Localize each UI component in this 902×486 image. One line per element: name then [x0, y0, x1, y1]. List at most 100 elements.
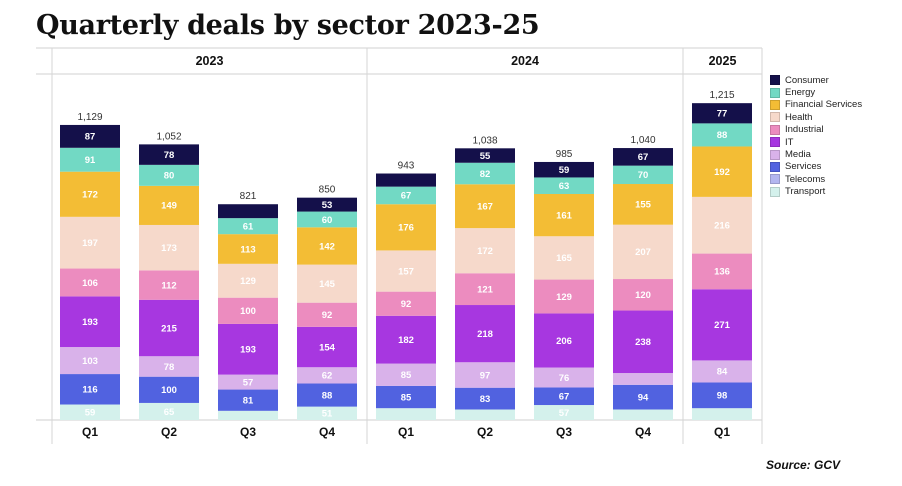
data-label: 215 — [161, 323, 178, 334]
bar-segment-it — [534, 313, 594, 368]
x-tick-label: Q4 — [635, 425, 651, 439]
bar-segment-services — [692, 382, 752, 409]
bar-segment-transport — [692, 408, 752, 420]
bar-segment-services — [534, 387, 594, 406]
legend: Consumer Energy Financial Services Health In… — [770, 74, 862, 198]
data-label: 206 — [556, 336, 572, 347]
bar-segment-industrial — [455, 273, 515, 306]
legend-label: Transport — [785, 186, 826, 198]
bar-segment-industrial — [376, 291, 436, 316]
data-label: 97 — [480, 370, 491, 381]
bar-segment-transport — [534, 405, 594, 420]
bar-segment-health — [534, 236, 594, 280]
data-label: 157 — [398, 266, 414, 277]
bar-segment-it — [218, 323, 278, 375]
data-label: 167 — [477, 201, 493, 212]
bar-segment-financial-services — [139, 185, 199, 225]
data-label: 67 — [559, 392, 570, 403]
data-label: 106 — [82, 278, 98, 289]
bar-segment-energy — [455, 162, 515, 185]
data-label: 129 — [240, 276, 256, 287]
data-label: 59 — [85, 408, 96, 419]
data-label: 192 — [714, 167, 730, 178]
bar-segment-health — [613, 224, 673, 280]
bar-segment-transport — [455, 409, 515, 420]
x-tick-label: Q1 — [398, 425, 414, 439]
bar-segment-media — [218, 374, 278, 390]
data-label: 85 — [401, 392, 412, 403]
bar-segment-it — [692, 289, 752, 361]
legend-item: Health — [770, 111, 862, 123]
bar-segment-financial-services — [613, 184, 673, 225]
bar-segment-media — [139, 356, 199, 377]
bar-segment-financial-services — [60, 171, 120, 217]
bar-segment-energy — [692, 123, 752, 147]
bar-segment-energy — [297, 211, 357, 228]
data-label: 193 — [240, 345, 256, 356]
bar-segment-it — [613, 310, 673, 374]
bar-segment-industrial — [139, 270, 199, 300]
bar-segment-it — [60, 296, 120, 348]
bar-segment-services — [455, 387, 515, 410]
bar-segment-financial-services — [297, 227, 357, 265]
x-tick-label: Q1 — [82, 425, 98, 439]
bar-segment-consumer — [455, 148, 515, 163]
data-label: 155 — [635, 200, 652, 211]
data-label: 145 — [319, 279, 336, 290]
legend-label: IT — [785, 136, 794, 148]
legend-swatch — [770, 99, 780, 110]
data-label: 172 — [477, 246, 493, 257]
bar-segment-consumer — [613, 148, 673, 166]
bar-segment-energy — [613, 165, 673, 185]
data-label: 77 — [717, 109, 728, 120]
data-label: 53 — [322, 200, 333, 211]
data-label: 129 — [556, 292, 572, 303]
bar-total-label: 850 — [319, 185, 336, 196]
data-label: 82 — [480, 169, 491, 180]
year-header: 2023 — [196, 54, 224, 68]
legend-label: Telecoms — [785, 173, 826, 185]
data-label: 65 — [164, 407, 175, 418]
bar-segment-financial-services — [218, 234, 278, 264]
data-label: 59 — [559, 165, 570, 176]
bar-segment-health — [60, 216, 120, 269]
bar-total-label: 1,040 — [630, 135, 655, 146]
bar-segment-transport — [613, 409, 673, 420]
bar-segment-financial-services — [692, 146, 752, 197]
legend-item: Consumer — [770, 74, 862, 86]
bar-segment-health — [455, 228, 515, 274]
x-tick-label: Q2 — [477, 425, 493, 439]
data-label: 207 — [635, 247, 651, 258]
data-label: 103 — [82, 356, 98, 367]
legend-item: Energy — [770, 86, 862, 98]
data-label: 193 — [82, 317, 98, 328]
data-label: 100 — [240, 306, 256, 317]
bar-total-label: 1,129 — [77, 112, 102, 123]
legend-swatch — [770, 112, 780, 123]
data-label: 78 — [164, 150, 175, 161]
data-label: 121 — [477, 284, 494, 295]
legend-label: Energy — [785, 87, 816, 99]
bar-segment-consumer — [692, 103, 752, 124]
bar-segment-media — [60, 347, 120, 375]
data-label: 94 — [638, 392, 649, 403]
bar-segment-industrial — [692, 253, 752, 290]
bar-segment-financial-services — [455, 184, 515, 229]
bar-segment-services — [613, 384, 673, 410]
bar-segment-it — [297, 326, 357, 368]
legend-label: Industrial — [785, 124, 824, 136]
legend-swatch — [770, 174, 780, 185]
bar-segment-media — [455, 362, 515, 388]
data-label: 165 — [556, 253, 573, 264]
bar-segment-consumer — [376, 173, 436, 187]
data-label: 113 — [240, 244, 255, 255]
data-label: 67 — [638, 152, 649, 163]
data-label: 142 — [319, 241, 335, 252]
legend-swatch — [770, 124, 780, 135]
bar-total-label: 943 — [398, 161, 415, 172]
legend-swatch — [770, 149, 780, 160]
bar-segment-health — [218, 263, 278, 298]
bar-segment-financial-services — [376, 204, 436, 251]
legend-item: Industrial — [770, 124, 862, 136]
bar-total-label: 821 — [240, 191, 257, 202]
